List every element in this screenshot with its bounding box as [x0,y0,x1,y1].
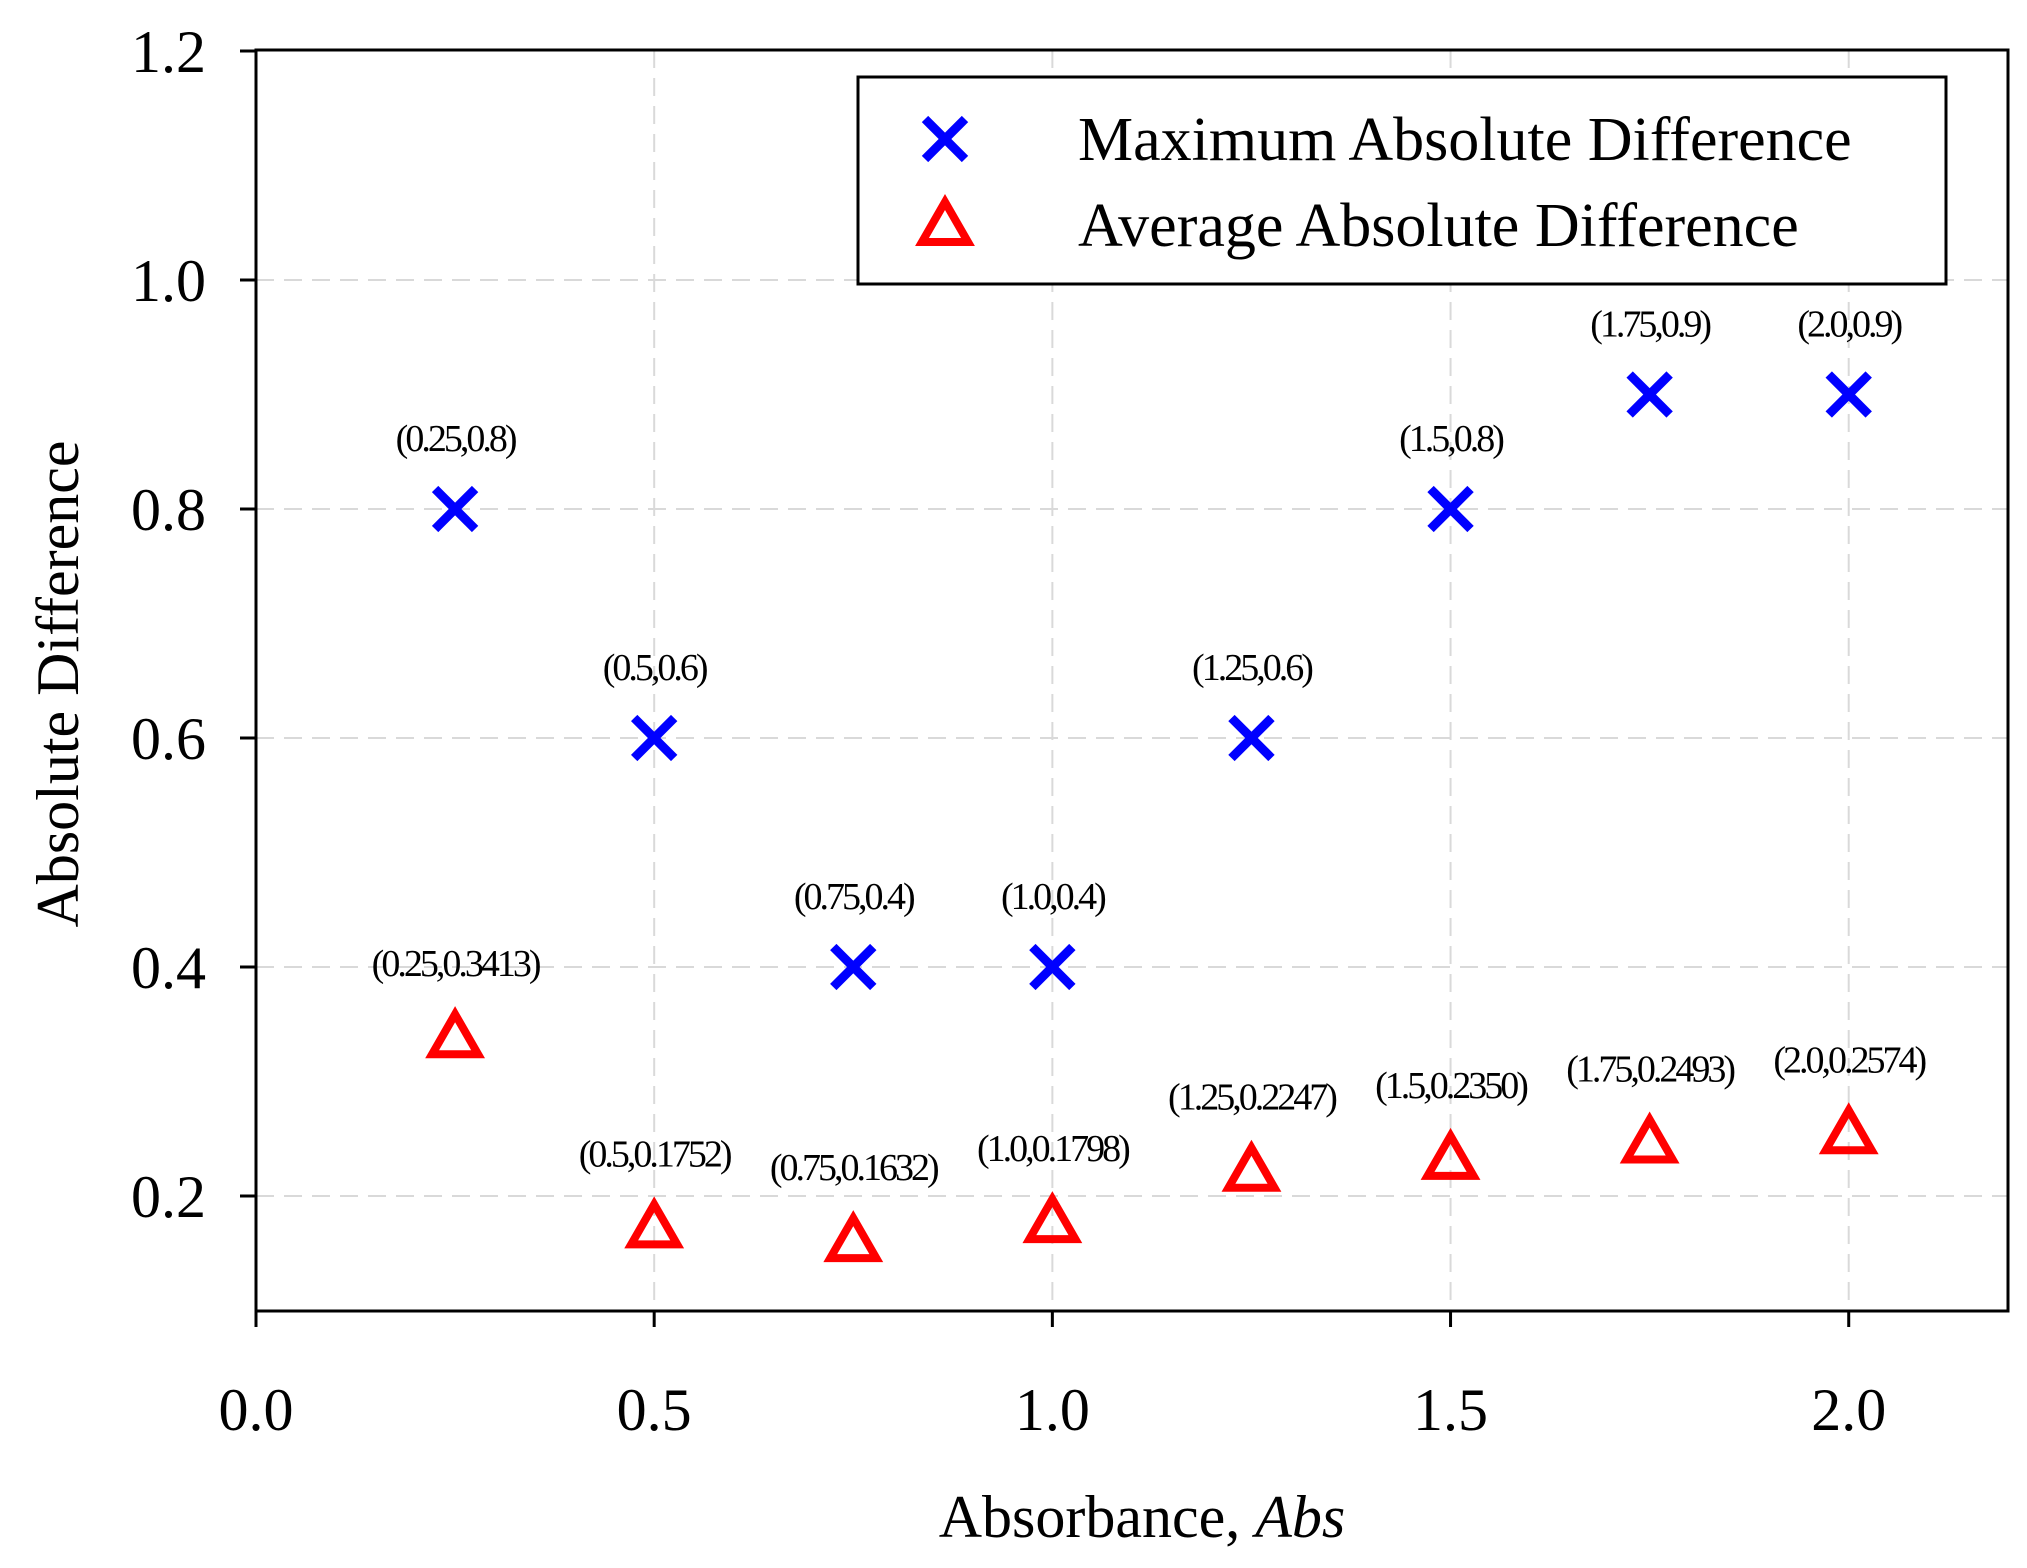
legend-label-avg: Average Absolute Difference [1078,192,1799,260]
triangle-marker [823,1210,884,1263]
x-marker [1228,714,1275,762]
x-marker [1626,371,1673,418]
plot-frame [254,48,2010,1313]
y-tick-label: 1.2 [131,19,206,85]
legend-triangle-marker [915,193,975,246]
y-tick-label: 0.6 [131,706,206,772]
legend-x-marker-icon [921,115,969,163]
data-label: (0.25,0.3413) [372,943,540,985]
data-labels: (0.25,0.8) (0.5,0.6) (0.75,0.4) (1.0,0.4) (1… [372,304,1929,1190]
data-label: (0.5,0.1752) [579,1133,731,1175]
y-tick-label: 1.0 [131,248,206,314]
legend-label-max: Maximum Absolute Difference [1078,106,1852,174]
data-label: (1.5,0.2350) [1375,1065,1527,1107]
x-tick-label: 1.0 [1015,1377,1090,1443]
triangle-marker [1619,1111,1680,1164]
data-label: (1.0,0.4) [1001,876,1105,918]
legend-box [856,75,1948,286]
x-tick-label: 0.5 [617,1377,692,1443]
x-tick-label: 2.0 [1811,1377,1886,1443]
x-marker [1427,485,1474,533]
x-tick-label: 1.5 [1413,1377,1488,1443]
legend-x-marker [921,115,969,163]
data-label: (2.0,0.9) [1797,304,1901,346]
data-label: (1.25,0.6) [1192,647,1312,689]
data-label: (0.5,0.6) [603,647,707,689]
data-label: (0.75,0.1632) [770,1147,938,1189]
data-label: (0.75,0.4) [794,876,914,918]
data-label: (1.75,0.2493) [1566,1049,1734,1091]
x-marker [830,943,877,991]
triangle-marker [1818,1102,1879,1155]
x-tick-label: 0.0 [219,1377,294,1443]
x-axis-title: Absorbance, Abs [939,1484,1346,1550]
y-tick-label: 0.2 [131,1164,206,1230]
y-tick-label: 0.4 [131,935,206,1001]
data-label: (1.25,0.2247) [1168,1077,1336,1119]
data-label: (1.75,0.9) [1590,304,1710,346]
data-label: (2.0,0.2574) [1773,1039,1925,1081]
triangle-marker [1420,1127,1481,1180]
data-points [425,371,1879,1263]
triangle-marker [624,1196,685,1249]
triangle-marker [1221,1139,1282,1192]
data-label: (1.5,0.8) [1399,418,1503,460]
data-label: (1.0,0.1798) [977,1128,1129,1170]
x-marker [431,485,479,533]
legend-triangle-marker-icon [915,193,975,246]
triangle-marker [425,1006,486,1059]
x-marker [630,714,678,762]
legend: Maximum Absolute Difference Average Abso… [856,75,1948,286]
x-axis-title-italic: Abs [1251,1484,1345,1550]
x-axis-title-main: Absorbance, [939,1484,1256,1550]
y-axis-title: Absolute Difference [25,440,91,927]
axis-ticks: 0.0 0.5 1.0 1.5 2.0 0.2 0.4 0.6 0.8 1.0 1.2 [131,19,1886,1443]
triangle-marker [1022,1191,1083,1244]
x-marker [1825,371,1872,418]
x-marker [1029,943,1076,991]
y-tick-label: 0.8 [131,477,206,543]
data-label: (0.25,0.8) [396,418,516,460]
